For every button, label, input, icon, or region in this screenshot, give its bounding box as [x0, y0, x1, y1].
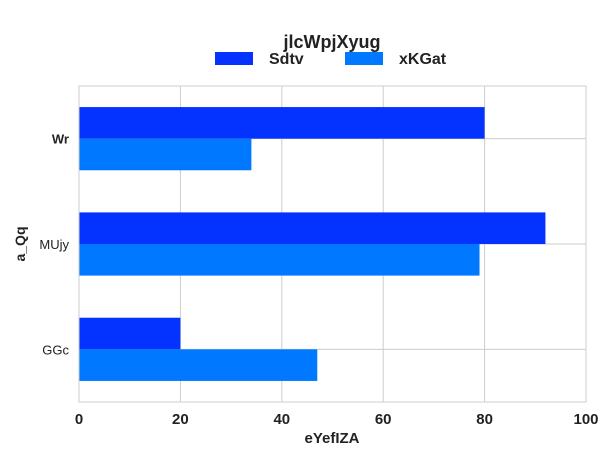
y-tick-label-Wr: Wr [52, 132, 69, 147]
legend-swatch-xKGat [345, 52, 383, 65]
x-tick-label: 20 [172, 411, 189, 428]
legend: Sdtv xKGat [215, 51, 447, 68]
chart-title: jlcWpjXyug [282, 32, 380, 52]
bar-xKGat-MUjy [79, 244, 480, 276]
x-tick-label: 100 [573, 411, 598, 428]
x-tick-label: 60 [375, 411, 392, 428]
bar-Sdtv-MUjy [79, 212, 546, 244]
legend-swatch-Sdtv [215, 52, 253, 65]
bars [79, 107, 546, 381]
x-tick-label: 40 [273, 411, 290, 428]
x-axis-label: eYefIZA [304, 430, 359, 447]
bar-xKGat-GGc [79, 349, 318, 381]
x-axis-ticks: 0 20 40 60 80 100 [75, 411, 599, 428]
bar-Sdtv-Wr [79, 107, 485, 139]
plot-frame [78, 85, 587, 403]
y-axis-label: a_Qq [12, 226, 28, 261]
y-axis-ticks: Wr MUjy GGc [39, 132, 69, 358]
legend-label-Sdtv: Sdtv [269, 51, 304, 68]
y-tick-label-GGc: GGc [42, 342, 69, 357]
y-tick-label-MUjy: MUjy [39, 237, 69, 252]
bar-xKGat-Wr [79, 138, 252, 171]
bar-Sdtv-GGc [79, 317, 181, 350]
x-tick-label: 80 [476, 411, 493, 428]
legend-label-xKGat: xKGat [399, 51, 447, 68]
x-tick-label: 0 [75, 411, 83, 428]
